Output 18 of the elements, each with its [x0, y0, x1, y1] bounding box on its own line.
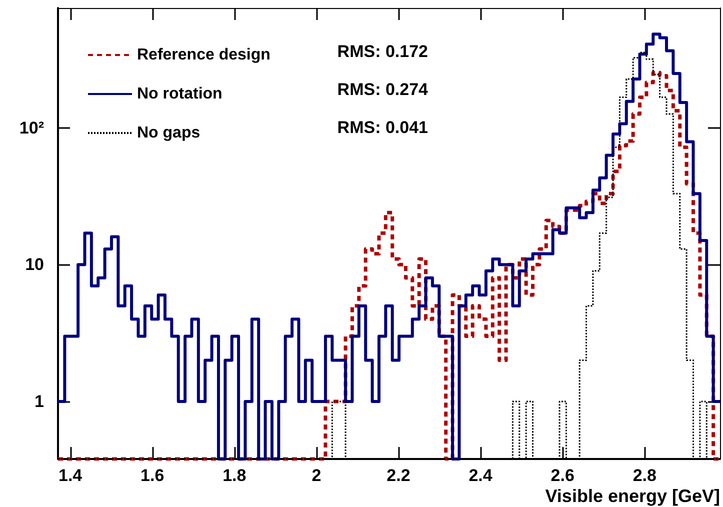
- y-tick-label: 10²: [19, 118, 44, 138]
- annotation: RMS: 0.041: [337, 118, 428, 137]
- x-tick-label: 2.4: [468, 466, 493, 485]
- y-tick-label: 1: [34, 392, 44, 411]
- x-tick-label: 2.2: [386, 466, 410, 485]
- legend-label: No gaps: [137, 124, 200, 142]
- x-tick-label: 1.4: [58, 466, 83, 485]
- x-tick-label: 2: [312, 466, 322, 485]
- x-tick-label: 1.8: [222, 466, 246, 485]
- annotation: RMS: 0.172: [337, 42, 428, 61]
- legend-label: Reference design: [137, 46, 270, 64]
- annotation: RMS: 0.274: [337, 80, 429, 99]
- x-tick-label: 1.6: [140, 466, 164, 485]
- x-axis-title: Visible energy [GeV]: [545, 486, 720, 506]
- x-tick-label: 2.6: [550, 466, 574, 485]
- x-tick-label: 2.8: [632, 466, 656, 485]
- legend-label: No rotation: [137, 86, 222, 102]
- y-tick-label: 10: [25, 255, 44, 274]
